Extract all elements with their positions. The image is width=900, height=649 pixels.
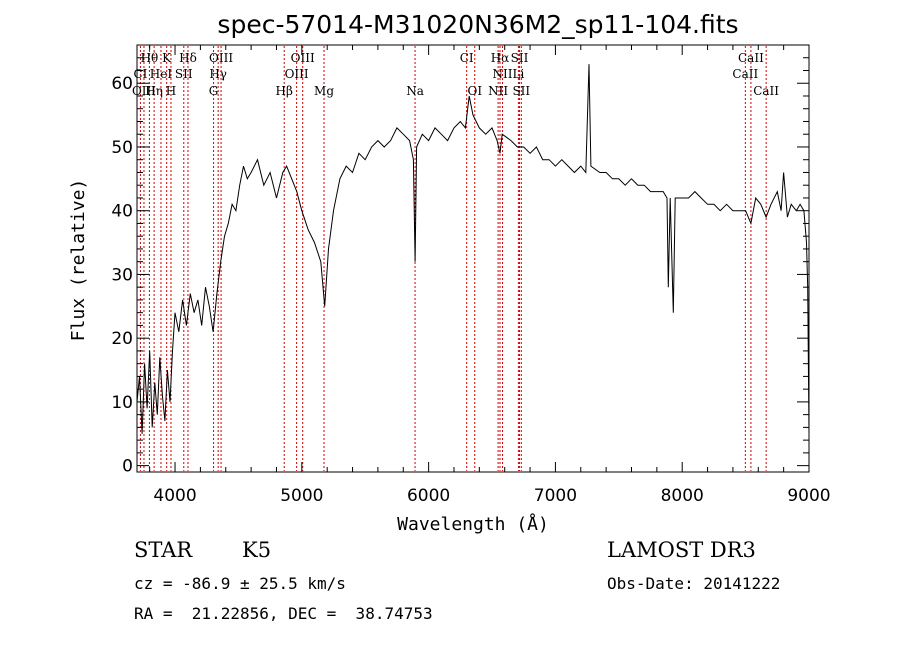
- y-tick-label: 0: [122, 457, 133, 477]
- obs-date: Obs-Date: 20141222: [607, 574, 780, 593]
- coordinates: RA = 21.22856, DEC = 38.74753: [134, 604, 433, 623]
- spectral-line-label: K: [162, 51, 172, 65]
- survey-label: LAMOST DR3: [607, 538, 756, 562]
- redshift-value: cz = -86.9 ± 25.5 km/s: [134, 574, 346, 593]
- spectral-line-label: OIII: [291, 51, 315, 65]
- spectral-line-label: Hβ: [276, 84, 293, 98]
- y-tick-label: 40: [111, 202, 133, 222]
- x-tick-label: 5000: [280, 486, 323, 506]
- y-tick-label: 20: [111, 329, 133, 349]
- y-tick-label: 50: [111, 138, 133, 158]
- y-tick-label: 10: [111, 393, 133, 413]
- spectral-line-label: Li: [512, 67, 524, 81]
- x-tick-label: 4000: [153, 486, 196, 506]
- spectral-line-label: OIII: [209, 51, 233, 65]
- y-tick-label: 60: [111, 74, 133, 94]
- spectral-line-label: Hδ: [179, 51, 197, 65]
- x-axis-label: Wavelength (Å): [397, 513, 549, 535]
- object-subclass: K5: [242, 538, 271, 562]
- y-tick-label: 30: [111, 265, 133, 285]
- spectral-line-label: Hθ: [141, 51, 159, 65]
- y-axis-label: Flux (relative): [68, 179, 89, 342]
- spectral-line-label: CaII: [738, 51, 764, 65]
- plot-frame: [137, 45, 809, 472]
- spectral-line-label: Hγ: [209, 67, 227, 81]
- spectral-line-label: SII: [175, 67, 193, 81]
- spectral-line-label: Hη: [145, 84, 163, 98]
- object-class: STAR: [134, 538, 192, 562]
- spectral-line-label: SII: [512, 84, 530, 98]
- spectral-line-label: CaII: [732, 67, 758, 81]
- spectral-line-label: OI: [467, 84, 482, 98]
- spectral-line-label: H: [166, 84, 176, 98]
- spectral-line-label: CI: [133, 67, 147, 81]
- x-tick-label: 9000: [787, 486, 830, 506]
- spectral-line-label: NII: [493, 67, 513, 81]
- spectral-line-label: NII: [488, 84, 508, 98]
- spectral-line-label: Mg: [314, 84, 334, 98]
- chart-title: spec-57014-M31020N36M2_sp11-104.fits: [217, 10, 738, 39]
- spectral-line-label: Na: [406, 84, 424, 98]
- y-axis-ticks: 0 10 20 30 40 50 60: [111, 58, 809, 477]
- x-axis-ticks: 4000 5000 6000 7000 8000 9000: [150, 45, 831, 506]
- spectral-line-label: OIII: [285, 67, 309, 81]
- x-tick-label: 6000: [407, 486, 450, 506]
- x-tick-label: 8000: [661, 486, 704, 506]
- spectral-line-label: G: [209, 84, 219, 98]
- spectral-line-label: CaII: [753, 84, 779, 98]
- spectral-line-label: Hα: [491, 51, 510, 65]
- flux-series-line: [137, 64, 809, 434]
- spectral-line-label: HeI: [150, 67, 173, 81]
- x-tick-label: 7000: [534, 486, 577, 506]
- spectral-line-label: SII: [511, 51, 529, 65]
- spectral-line-label: CI: [460, 51, 474, 65]
